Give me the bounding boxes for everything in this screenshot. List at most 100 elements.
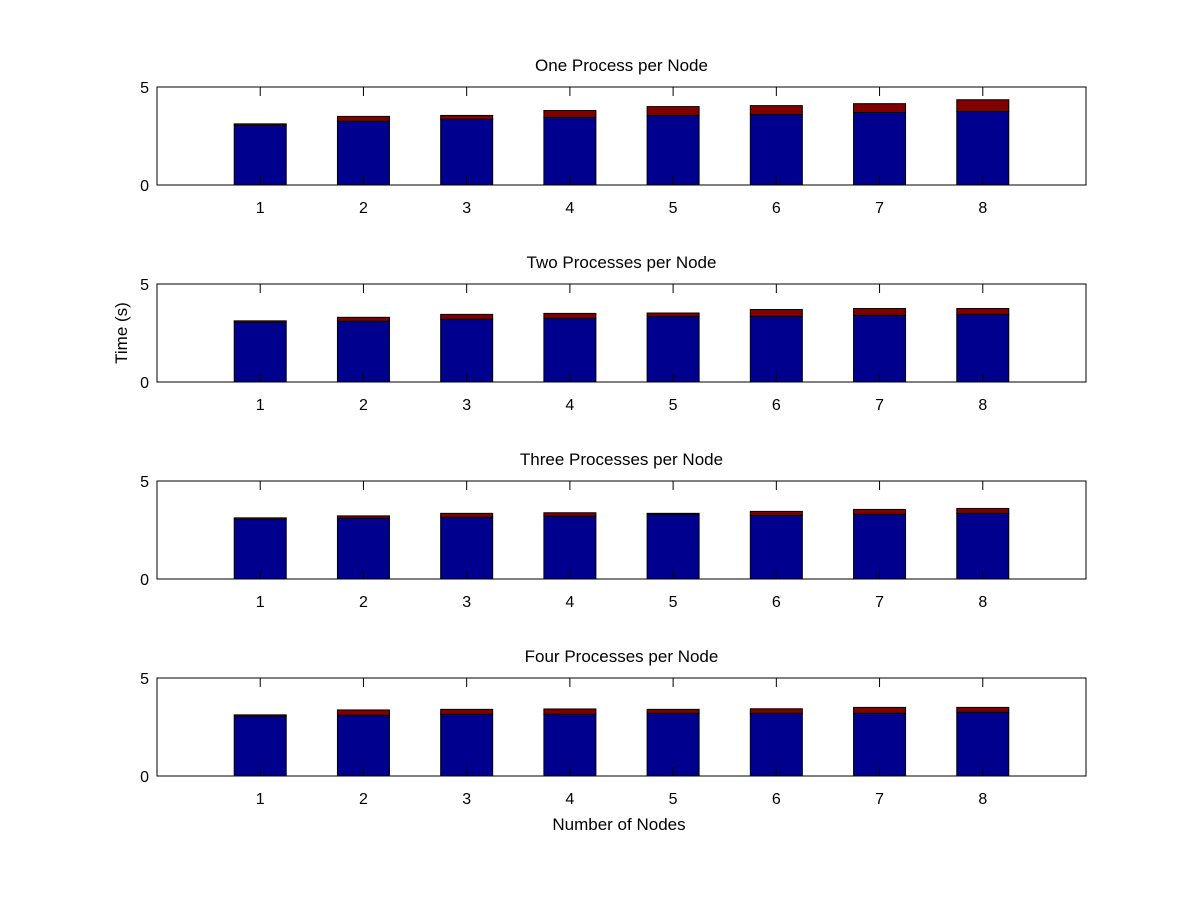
x-tick-label: 2 [359,397,368,414]
x-tick-label: 7 [875,200,884,217]
x-tick-label: 8 [978,397,987,414]
bar-upper-node-2 [336,115,390,122]
bar-upper-node-4 [543,512,597,517]
bar-upper-node-7 [853,508,907,515]
bar-upper-node-6 [749,510,803,516]
bar-lower-node-1 [233,715,287,777]
x-tick-label: 5 [669,791,678,808]
x-tick-label: 1 [256,594,265,611]
bar-upper-node-3 [440,114,494,120]
bar-lower-node-6 [749,514,803,580]
subplot-4: Four Processes per Node 1 2 3 4 5 6 7 8 0 5 [140,647,1087,808]
x-tick-label: 4 [565,200,574,217]
bar-lower-node-4 [543,317,597,383]
bar-lower-node-3 [440,516,494,580]
y-tick-label: 0 [140,375,149,392]
bar-lower-node-7 [853,712,907,777]
x-tick-label: 1 [256,200,265,217]
bar-upper-node-3 [440,512,494,518]
bar-lower-node-5 [646,513,700,580]
x-tick-label: 6 [772,791,781,808]
bar-upper-node-1 [233,517,287,520]
axes-frame [156,677,1087,777]
bar-lower-node-6 [749,712,803,777]
bar-lower-node-1 [233,124,287,186]
bar-upper-node-1 [233,714,287,717]
y-tick-label: 5 [140,80,149,97]
x-tick-label: 4 [565,594,574,611]
bar-upper-node-2 [336,316,390,322]
x-tick-label: 6 [772,200,781,217]
axes-frame [156,283,1087,383]
bar-lower-node-5 [646,712,700,777]
x-tick-label: 2 [359,594,368,611]
x-tick-label: 3 [462,791,471,808]
bar-lower-node-3 [440,318,494,383]
bar-upper-node-2 [336,515,390,519]
bar-lower-node-2 [336,320,390,383]
bar-upper-node-6 [749,105,803,115]
bar-upper-node-5 [646,312,700,317]
x-tick-label: 7 [875,397,884,414]
bar-upper-node-4 [543,708,597,715]
x-axis-label: Number of Nodes [552,815,685,834]
subplot-1: One Process per Node 1 2 3 4 5 6 7 8 0 5 [140,56,1087,217]
bar-lower-node-4 [543,515,597,580]
subplot-3: Three Processes per Node 1 2 3 4 5 6 7 8 0 5 [140,450,1087,611]
x-tick-label: 7 [875,594,884,611]
x-tick-label: 8 [978,791,987,808]
bar-upper-node-1 [233,320,287,323]
bar-upper-node-3 [440,313,494,320]
bar-lower-node-2 [336,517,390,580]
bar-upper-node-6 [749,308,803,317]
x-tick-label: 5 [669,397,678,414]
bar-lower-node-4 [543,116,597,186]
y-tick-label: 0 [140,769,149,786]
x-tick-label: 6 [772,397,781,414]
x-tick-label: 2 [359,200,368,217]
subplot-2: Two Processes per Node 1 2 3 4 5 6 7 8 0 5 [140,253,1087,414]
bar-upper-node-7 [853,706,907,714]
bar-lower-node-6 [749,113,803,186]
y-tick-label: 5 [140,671,149,688]
subplot-title: Four Processes per Node [525,647,719,666]
y-tick-label: 5 [140,277,149,294]
bar-lower-node-8 [956,111,1010,186]
bar-lower-node-8 [956,512,1010,580]
bar-lower-node-1 [233,321,287,383]
x-tick-label: 1 [256,791,265,808]
bar-lower-node-4 [543,713,597,777]
y-tick-label: 5 [140,474,149,491]
bar-upper-node-8 [956,706,1010,713]
bar-lower-node-8 [956,711,1010,777]
y-axis-label: Time (s) [112,302,131,364]
bar-upper-node-8 [956,507,1010,514]
x-tick-label: 6 [772,594,781,611]
bar-lower-node-7 [853,314,907,383]
bar-lower-node-2 [336,714,390,777]
bar-upper-node-5 [646,708,700,714]
bar-lower-node-2 [336,120,390,186]
subplot-title: Three Processes per Node [520,450,723,469]
bar-lower-node-6 [749,315,803,383]
bar-upper-node-7 [853,103,907,113]
x-tick-label: 3 [462,594,471,611]
x-tick-label: 1 [256,397,265,414]
x-tick-label: 7 [875,791,884,808]
bar-lower-node-5 [646,114,700,186]
axes-frame [156,86,1087,186]
x-tick-label: 5 [669,594,678,611]
bar-lower-node-1 [233,518,287,580]
bar-lower-node-7 [853,513,907,580]
x-tick-label: 5 [669,200,678,217]
bar-upper-node-6 [749,708,803,714]
x-tick-label: 3 [462,200,471,217]
bar-lower-node-8 [956,313,1010,383]
bar-lower-node-3 [440,118,494,186]
bar-upper-node-4 [543,312,597,319]
bar-upper-node-7 [853,308,907,316]
x-tick-label: 4 [565,791,574,808]
y-tick-label: 0 [140,572,149,589]
x-tick-label: 8 [978,594,987,611]
